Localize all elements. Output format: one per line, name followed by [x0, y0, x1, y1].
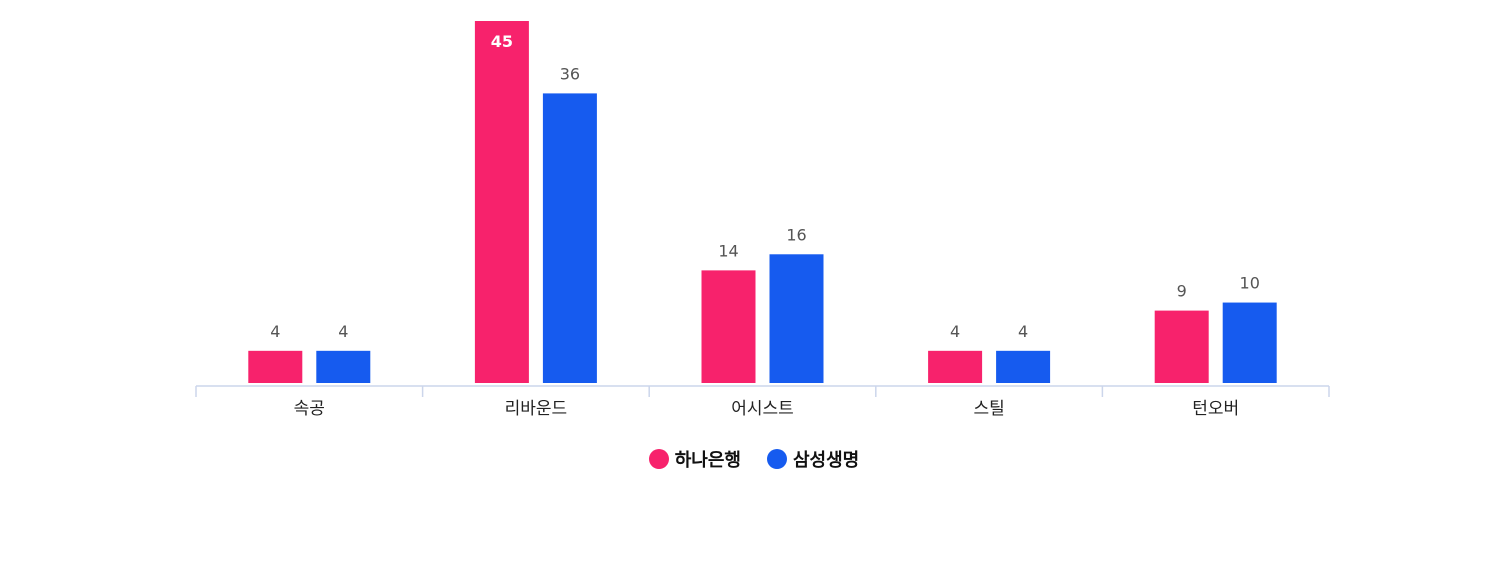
data-label-하나은행-속공: 4: [270, 322, 280, 341]
legend-dot-series-0: [648, 449, 669, 469]
data-label-하나은행-리바운드: 45: [491, 32, 513, 51]
bar-삼성생명-턴오버[interactable]: [1222, 302, 1277, 383]
bar-하나은행-턴오버[interactable]: [1154, 310, 1209, 383]
data-label-하나은행-턴오버: 9: [1177, 282, 1187, 301]
bar-삼성생명-스틸[interactable]: [996, 350, 1051, 383]
legend-label-series-1: 삼성생명: [793, 450, 860, 471]
bar-하나은행-리바운드[interactable]: [474, 21, 529, 383]
bar-삼성생명-속공[interactable]: [316, 350, 371, 383]
data-label-하나은행-스틸: 4: [950, 322, 960, 341]
x-tick-label-1: 리바운드: [505, 399, 568, 419]
data-label-삼성생명-턴오버: 10: [1240, 274, 1260, 293]
legend-item-series-1[interactable]: 삼성생명: [767, 446, 859, 472]
data-label-삼성생명-스틸: 4: [1018, 322, 1028, 341]
bar-삼성생명-리바운드[interactable]: [542, 93, 597, 384]
legend: 하나은행 삼성생명: [0, 446, 1508, 472]
bar-하나은행-스틸[interactable]: [928, 350, 983, 383]
bar-하나은행-어시스트[interactable]: [701, 270, 756, 383]
bars-layer: [248, 21, 1277, 384]
x-tick-label-2: 어시스트: [731, 399, 794, 419]
data-label-삼성생명-리바운드: 36: [560, 64, 580, 83]
legend-item-series-0[interactable]: 하나은행: [648, 446, 741, 472]
value-labels-layer: 4 4 45 36 14 16 4 4 9 10: [270, 32, 1260, 341]
bar-삼성생명-어시스트[interactable]: [769, 254, 824, 383]
x-tick-label-3: 스틸: [973, 399, 1004, 419]
x-tick-label-4: 턴오버: [1192, 399, 1239, 419]
data-label-하나은행-어시스트: 14: [718, 241, 738, 260]
data-label-삼성생명-어시스트: 16: [786, 225, 806, 244]
bar-하나은행-속공[interactable]: [248, 350, 303, 383]
x-axis: 속공 리바운드 어시스트 스틸 턴오버: [195, 385, 1330, 419]
legend-label-series-0: 하나은행: [674, 450, 741, 471]
legend-dot-series-1: [767, 449, 787, 469]
x-tick-label-0: 속공: [294, 399, 325, 419]
data-label-삼성생명-속공: 4: [338, 322, 348, 341]
